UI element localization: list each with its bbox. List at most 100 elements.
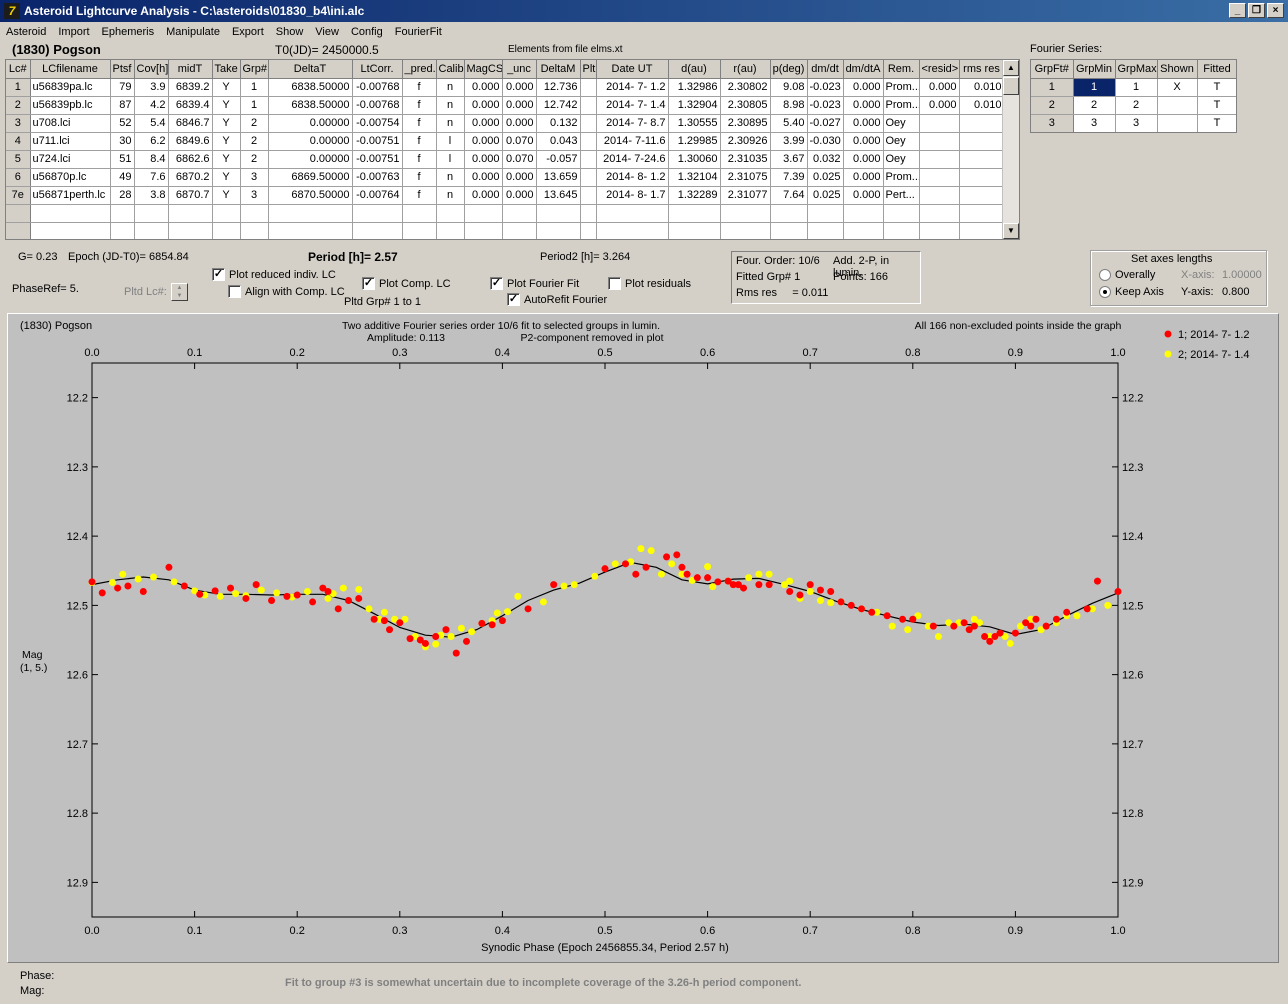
table-cell[interactable]: 0.000 <box>843 132 884 151</box>
table-cell[interactable]: 2.30802 <box>720 78 771 97</box>
column-header[interactable]: LtCorr. <box>352 60 403 79</box>
table-cell[interactable] <box>268 222 353 239</box>
table-cell[interactable] <box>464 204 503 223</box>
fourier-cell[interactable]: 1 <box>1115 78 1158 97</box>
table-cell[interactable]: n <box>436 114 465 133</box>
table-cell[interactable]: f <box>402 168 437 187</box>
table-cell[interactable]: 0.000 <box>464 150 503 169</box>
column-header[interactable]: Grp# <box>240 60 269 79</box>
row-header[interactable] <box>6 204 31 223</box>
table-cell[interactable] <box>580 168 597 187</box>
table-cell[interactable]: 0.000 <box>464 78 503 97</box>
table-cell[interactable] <box>959 222 1005 239</box>
scroll-up-arrow-icon[interactable]: ▲ <box>1003 60 1019 76</box>
table-cell[interactable] <box>919 186 960 205</box>
table-cell[interactable] <box>168 222 213 239</box>
table-cell[interactable]: 0.000 <box>502 186 537 205</box>
table-cell[interactable] <box>352 204 403 223</box>
table-cell[interactable]: 1.29985 <box>668 132 721 151</box>
table-cell[interactable]: l <box>436 150 465 169</box>
table-cell[interactable] <box>959 204 1005 223</box>
table-cell[interactable]: 3.99 <box>770 132 808 151</box>
table-cell[interactable] <box>919 132 960 151</box>
column-header[interactable]: r(au) <box>720 60 771 79</box>
column-header[interactable]: d(au) <box>668 60 721 79</box>
table-cell[interactable] <box>720 222 771 239</box>
table-cell[interactable]: 87 <box>110 96 135 115</box>
table-cell[interactable] <box>883 204 920 223</box>
fourier-row-header[interactable]: 1 <box>1031 78 1074 97</box>
menu-asteroid[interactable]: Asteroid <box>6 25 47 38</box>
table-row[interactable] <box>6 222 1005 239</box>
table-cell[interactable] <box>536 222 581 239</box>
table-row[interactable]: 3 u708.lci 52 5.4 6846.7 Y 2 0.00000 -0.00754 f n 0… <box>6 114 1005 133</box>
table-row[interactable]: 1 u56839pa.lc 79 3.9 6839.2 Y 1 6838.50000 -0.00… <box>6 78 1005 97</box>
table-cell[interactable]: 2014- 7- 8.7 <box>596 114 669 133</box>
table-cell[interactable]: 6862.6 <box>168 150 213 169</box>
table-cell[interactable]: 6.2 <box>134 132 169 151</box>
align-comp-checkbox[interactable]: Align with Comp. LC <box>228 285 345 298</box>
table-cell[interactable]: 1.32289 <box>668 186 721 205</box>
table-cell[interactable] <box>580 222 597 239</box>
row-header[interactable]: 4 <box>6 132 31 151</box>
table-cell[interactable]: 0.010 <box>959 96 1005 115</box>
table-cell[interactable]: 49 <box>110 168 135 187</box>
table-cell[interactable]: 0.025 <box>807 168 844 187</box>
menu-manipulate[interactable]: Manipulate <box>166 25 220 38</box>
table-cell[interactable]: l <box>436 132 465 151</box>
row-header[interactable]: 1 <box>6 78 31 97</box>
table-cell[interactable]: u56870p.lc <box>30 168 111 187</box>
table-cell[interactable]: 2014- 8- 1.2 <box>596 168 669 187</box>
table-cell[interactable] <box>240 222 269 239</box>
column-header[interactable]: Take <box>212 60 241 79</box>
table-cell[interactable]: 2014- 7- 1.4 <box>596 96 669 115</box>
table-cell[interactable]: -0.023 <box>807 78 844 97</box>
table-cell[interactable]: -0.00751 <box>352 132 403 151</box>
fourier-column-header[interactable]: GrpMin <box>1073 60 1116 79</box>
table-cell[interactable] <box>212 204 241 223</box>
table-cell[interactable] <box>580 114 597 133</box>
table-cell[interactable]: 2014- 7-11.6 <box>596 132 669 151</box>
table-cell[interactable]: 2.31077 <box>720 186 771 205</box>
table-cell[interactable]: 2.30805 <box>720 96 771 115</box>
menu-import[interactable]: Import <box>58 25 90 38</box>
table-cell[interactable]: 5.4 <box>134 114 169 133</box>
table-cell[interactable]: 2014- 7- 1.2 <box>596 78 669 97</box>
table-cell[interactable]: 6870.2 <box>168 168 213 187</box>
table-cell[interactable]: 0.025 <box>807 186 844 205</box>
column-header[interactable]: midT <box>168 60 213 79</box>
table-cell[interactable]: Y <box>212 114 241 133</box>
table-cell[interactable]: 0.000 <box>464 132 503 151</box>
yaxis-value[interactable]: 0.800 <box>1222 286 1250 298</box>
row-header[interactable]: 2 <box>6 96 31 115</box>
table-cell[interactable]: u711.lci <box>30 132 111 151</box>
column-header[interactable]: MagCS <box>464 60 503 79</box>
table-cell[interactable] <box>352 222 403 239</box>
table-cell[interactable]: 28 <box>110 186 135 205</box>
table-cell[interactable] <box>580 96 597 115</box>
table-cell[interactable] <box>268 204 353 223</box>
table-cell[interactable] <box>596 204 669 223</box>
table-cell[interactable] <box>807 204 844 223</box>
plot-reduced-checkbox[interactable]: ✓ Plot reduced indiv. LC <box>212 268 336 281</box>
table-cell[interactable]: 6870.50000 <box>268 186 353 205</box>
table-cell[interactable] <box>959 114 1005 133</box>
table-cell[interactable]: 8.4 <box>134 150 169 169</box>
table-cell[interactable]: -0.00768 <box>352 78 403 97</box>
table-cell[interactable]: u56839pb.lc <box>30 96 111 115</box>
table-cell[interactable] <box>168 204 213 223</box>
table-cell[interactable]: 79 <box>110 78 135 97</box>
table-cell[interactable]: 5.40 <box>770 114 808 133</box>
table-cell[interactable] <box>959 168 1005 187</box>
table-cell[interactable]: 12.742 <box>536 96 581 115</box>
menu-view[interactable]: View <box>315 25 339 38</box>
table-cell[interactable]: u708.lci <box>30 114 111 133</box>
restore-button[interactable]: ❐ <box>1248 3 1265 18</box>
fourier-cell[interactable]: T <box>1197 96 1236 115</box>
table-cell[interactable]: 13.645 <box>536 186 581 205</box>
table-cell[interactable]: 0.132 <box>536 114 581 133</box>
table-cell[interactable]: 2 <box>240 114 269 133</box>
table-cell[interactable]: 2.30895 <box>720 114 771 133</box>
table-cell[interactable]: Oey <box>883 150 920 169</box>
table-cell[interactable]: 0.000 <box>843 186 884 205</box>
